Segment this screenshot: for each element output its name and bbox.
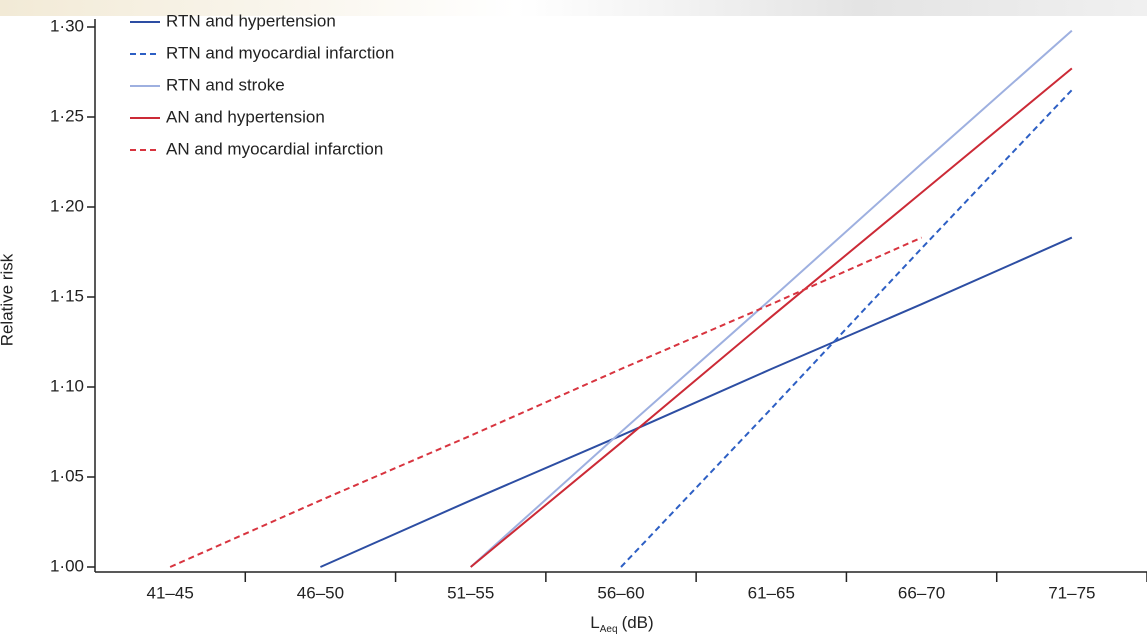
series-line <box>320 236 1073 568</box>
background-strip <box>0 0 1147 16</box>
x-tick-label: 61–65 <box>748 583 795 602</box>
y-tick-label: 1·05 <box>50 466 84 485</box>
series-line <box>169 236 922 568</box>
legend-label: AN and myocardial infarction <box>166 139 383 158</box>
x-axis-label-unit: (dB) <box>622 613 654 632</box>
y-tick-label: 1·10 <box>50 376 84 395</box>
y-tick-label: 1·25 <box>50 106 84 125</box>
x-tick-label: 51–55 <box>447 583 494 602</box>
x-tick-label: 46–50 <box>297 583 344 602</box>
y-tick-label: 1·15 <box>50 286 84 305</box>
series-line <box>620 89 1073 568</box>
y-axis-label: Relative risk <box>0 253 16 346</box>
x-tick-label: 41–45 <box>147 583 194 602</box>
series-line <box>470 29 1073 568</box>
x-axis-label-main: L <box>590 613 599 632</box>
legend-label: RTN and hypertension <box>166 11 336 30</box>
y-tick-label: 1·30 <box>50 16 84 35</box>
x-tick-label: 56–60 <box>597 583 644 602</box>
y-tick-label: 1·00 <box>50 556 84 575</box>
series-line <box>470 67 1073 568</box>
legend-label: RTN and myocardial infarction <box>166 43 394 62</box>
x-axis-label-sub: Aeq <box>600 624 618 635</box>
x-tick-label: 66–70 <box>898 583 945 602</box>
x-axis-label: LAeq (dB) <box>590 613 653 634</box>
x-tick-label: 71–75 <box>1048 583 1095 602</box>
legend-label: RTN and stroke <box>166 75 285 94</box>
y-tick-label: 1·20 <box>50 196 84 215</box>
legend-label: AN and hypertension <box>166 107 325 126</box>
